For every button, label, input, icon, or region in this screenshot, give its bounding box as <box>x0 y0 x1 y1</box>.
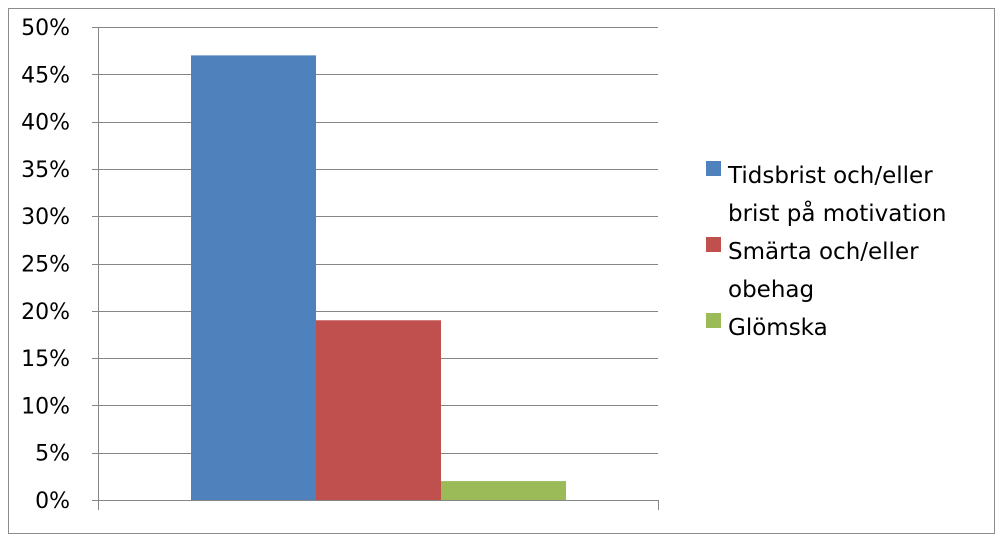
legend-label: obehag <box>728 277 814 303</box>
y-tick-label: 20% <box>21 300 70 325</box>
y-tick-label: 35% <box>21 158 70 183</box>
legend-label: Smärta och/eller <box>728 239 919 265</box>
y-tick-label: 25% <box>21 253 70 278</box>
y-tick-label: 40% <box>21 111 70 136</box>
bar <box>316 320 441 500</box>
y-axis-tick-labels: 0% 5% 10% 15% 20% 25% 30% 35% 40% 45% 50% <box>21 16 70 514</box>
axes <box>92 27 659 510</box>
y-tick-label: 50% <box>21 16 70 41</box>
y-tick-label: 10% <box>21 394 70 419</box>
y-tick-label: 5% <box>35 442 70 467</box>
legend-swatch <box>706 313 721 328</box>
y-tick-label: 30% <box>21 205 70 230</box>
legend-label: Glömska <box>728 315 828 341</box>
y-tick-label: 45% <box>21 63 70 88</box>
y-tick-label: 0% <box>35 489 70 514</box>
chart-area <box>8 8 995 534</box>
bars <box>191 55 566 500</box>
bar <box>191 55 316 500</box>
legend: Tidsbrist och/eller brist på motivation Sm… <box>706 161 946 341</box>
legend-swatch <box>706 237 721 252</box>
legend-label: brist på motivation <box>728 199 946 227</box>
y-tick-label: 15% <box>21 347 70 372</box>
legend-label: Tidsbrist och/eller <box>727 163 933 189</box>
legend-swatch <box>706 161 721 176</box>
bar <box>441 481 566 500</box>
